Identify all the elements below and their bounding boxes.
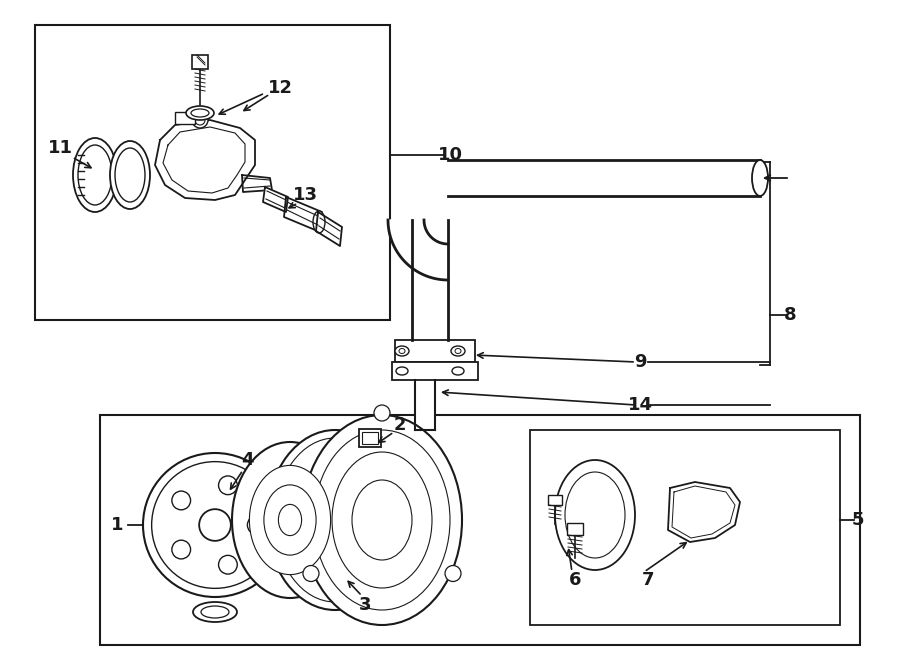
Bar — [100, 415, 860, 645]
Bar — [530, 430, 840, 625]
Ellipse shape — [395, 346, 409, 356]
Bar — [412, 220, 448, 340]
Text: 13: 13 — [292, 186, 318, 204]
Ellipse shape — [452, 367, 464, 375]
Text: 7: 7 — [642, 571, 654, 589]
Text: 8: 8 — [784, 306, 796, 324]
Ellipse shape — [275, 438, 395, 602]
Ellipse shape — [278, 504, 302, 535]
Text: 9: 9 — [634, 353, 646, 371]
Ellipse shape — [201, 606, 229, 618]
Bar — [567, 523, 583, 535]
Ellipse shape — [332, 452, 432, 588]
Circle shape — [199, 509, 230, 541]
Ellipse shape — [110, 141, 150, 209]
Ellipse shape — [115, 148, 145, 202]
Circle shape — [219, 555, 238, 574]
Bar — [448, 160, 760, 196]
Ellipse shape — [302, 415, 462, 625]
Bar — [175, 112, 195, 124]
Polygon shape — [388, 220, 448, 280]
Ellipse shape — [314, 430, 450, 610]
Text: 2: 2 — [394, 416, 406, 434]
Text: 4: 4 — [241, 451, 253, 469]
Ellipse shape — [399, 348, 405, 354]
Ellipse shape — [352, 480, 412, 560]
Text: 3: 3 — [359, 596, 371, 614]
Ellipse shape — [451, 346, 465, 356]
Ellipse shape — [73, 138, 117, 212]
Ellipse shape — [78, 145, 112, 205]
Ellipse shape — [565, 472, 625, 558]
Text: 14: 14 — [627, 396, 652, 414]
Ellipse shape — [752, 160, 768, 196]
Text: 6: 6 — [569, 571, 581, 589]
Circle shape — [374, 405, 390, 421]
Ellipse shape — [455, 348, 461, 354]
Polygon shape — [284, 197, 322, 232]
Circle shape — [195, 115, 205, 125]
Bar — [415, 380, 435, 430]
Polygon shape — [316, 212, 342, 246]
Bar — [395, 340, 475, 362]
Circle shape — [143, 453, 287, 597]
Ellipse shape — [264, 485, 316, 555]
Ellipse shape — [191, 109, 209, 117]
Circle shape — [248, 516, 266, 534]
Text: 12: 12 — [267, 79, 293, 97]
Circle shape — [172, 491, 191, 510]
Polygon shape — [263, 187, 288, 212]
Text: 11: 11 — [48, 139, 73, 157]
Circle shape — [219, 476, 238, 494]
Bar — [359, 429, 381, 447]
Polygon shape — [242, 175, 272, 192]
Ellipse shape — [186, 106, 214, 120]
Bar — [192, 55, 208, 69]
Text: 5: 5 — [851, 511, 864, 529]
Polygon shape — [155, 120, 255, 200]
Ellipse shape — [313, 211, 325, 233]
Ellipse shape — [267, 430, 403, 610]
Bar — [392, 362, 478, 380]
Bar — [548, 495, 562, 505]
Bar — [35, 25, 390, 320]
Ellipse shape — [193, 602, 237, 622]
Ellipse shape — [555, 460, 635, 570]
Circle shape — [445, 566, 461, 582]
Bar — [362, 432, 378, 444]
Circle shape — [303, 566, 319, 582]
Ellipse shape — [249, 465, 330, 574]
Ellipse shape — [396, 367, 408, 375]
Circle shape — [192, 112, 208, 128]
Text: 1: 1 — [111, 516, 123, 534]
Circle shape — [172, 540, 191, 559]
Ellipse shape — [232, 442, 348, 598]
Circle shape — [151, 461, 278, 588]
Polygon shape — [668, 482, 740, 542]
Text: 10: 10 — [437, 146, 463, 164]
